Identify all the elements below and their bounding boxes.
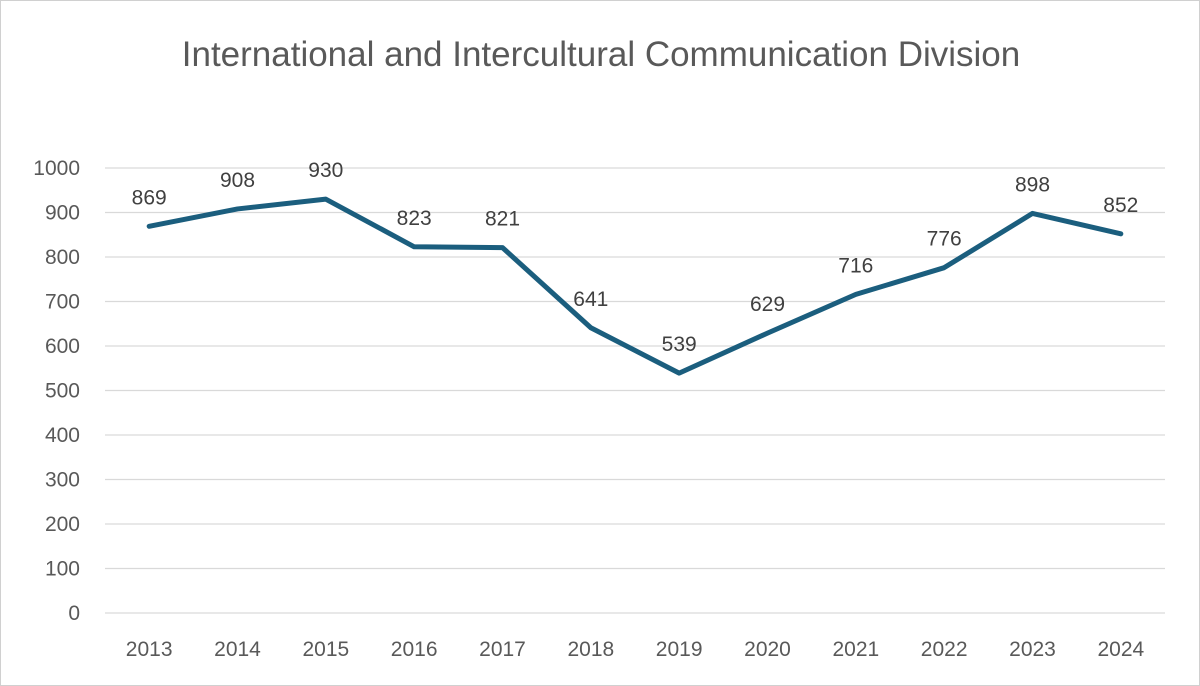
series-line <box>146 196 1124 376</box>
y-tick-label: 0 <box>68 602 80 625</box>
x-tick-label: 2017 <box>479 638 526 661</box>
y-tick-label: 600 <box>45 335 80 358</box>
data-label: 869 <box>132 186 167 209</box>
x-tick-label: 2014 <box>214 638 261 661</box>
y-tick-label: 800 <box>45 246 80 269</box>
data-label: 629 <box>750 293 785 316</box>
x-tick-label: 2022 <box>921 638 968 661</box>
x-tick-label: 2024 <box>1097 638 1144 661</box>
x-tick-label: 2018 <box>567 638 614 661</box>
y-tick-label: 900 <box>45 202 80 225</box>
x-tick-label: 2023 <box>1009 638 1056 661</box>
y-tick-label: 200 <box>45 513 80 536</box>
y-tick-label: 700 <box>45 291 80 314</box>
data-label: 641 <box>573 288 608 311</box>
x-tick-label: 2013 <box>126 638 173 661</box>
data-label: 716 <box>838 254 873 277</box>
data-label: 821 <box>485 208 520 231</box>
x-tick-label: 2016 <box>391 638 438 661</box>
x-tick-label: 2020 <box>744 638 791 661</box>
data-label: 823 <box>397 207 432 230</box>
chart-title: International and Intercultural Communic… <box>181 35 1021 74</box>
y-tick-label: 500 <box>45 380 80 403</box>
data-label: 539 <box>662 333 697 356</box>
data-label: 908 <box>220 169 255 192</box>
x-tick-label: 2021 <box>832 638 879 661</box>
x-tick-label: 2015 <box>302 638 349 661</box>
data-label: 776 <box>927 228 962 251</box>
data-label: 852 <box>1103 194 1138 217</box>
x-tick-label: 2019 <box>656 638 703 661</box>
data-label: 930 <box>308 159 343 182</box>
y-tick-label: 300 <box>45 469 80 492</box>
y-tick-label: 400 <box>45 424 80 447</box>
y-tick-label: 100 <box>45 558 80 581</box>
data-label: 898 <box>1015 173 1050 196</box>
y-tick-label: 1000 <box>33 157 80 180</box>
